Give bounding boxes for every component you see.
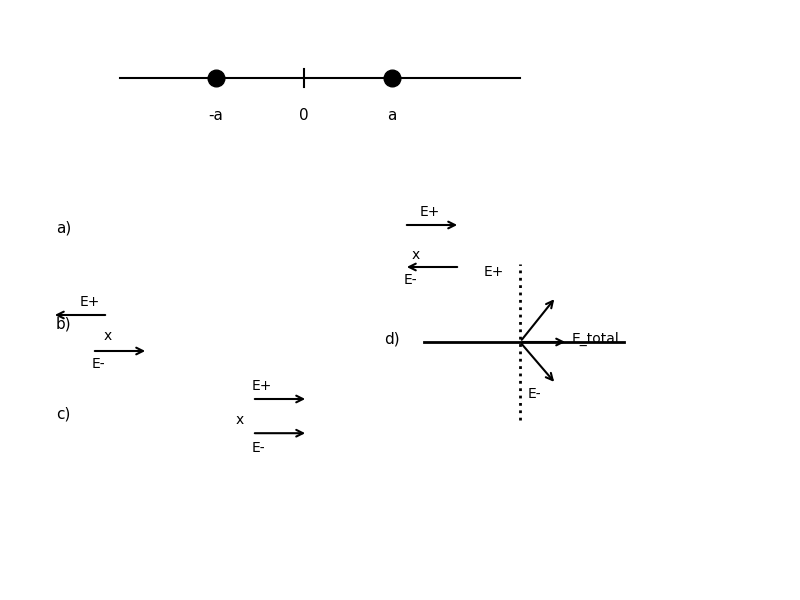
Text: d): d) [384,331,400,346]
Text: E-: E- [92,357,106,371]
Text: b): b) [56,317,72,331]
Text: E+: E+ [80,295,100,309]
Text: E-: E- [404,273,418,287]
Text: c): c) [56,407,70,421]
Text: a): a) [56,220,71,235]
Text: E+: E+ [420,205,440,219]
Text: a: a [387,108,397,123]
Text: x: x [412,248,420,262]
Text: E_total: E_total [572,332,620,346]
Text: -a: -a [209,108,223,123]
Text: E+: E+ [484,265,504,279]
Text: x: x [104,329,112,343]
Text: x: x [236,413,244,427]
Text: E-: E- [252,441,266,455]
Text: E+: E+ [252,379,272,393]
Text: 0: 0 [299,108,309,123]
Text: E-: E- [528,387,542,401]
